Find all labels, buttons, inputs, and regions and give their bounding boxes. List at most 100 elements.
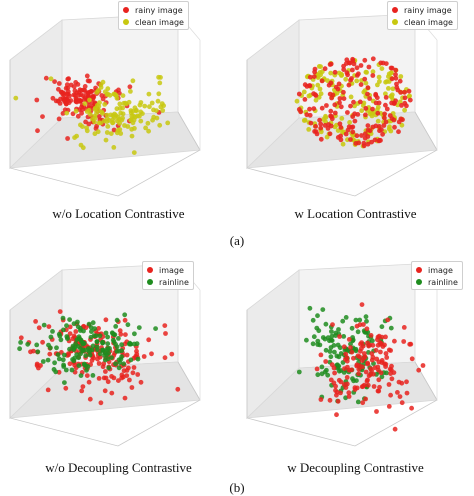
scatter-point: [356, 71, 361, 77]
scatter-point: [402, 95, 408, 101]
scatter-point: [383, 61, 389, 66]
scatter-point: [111, 145, 117, 150]
scatter-point: [109, 390, 115, 396]
scatter-point: [351, 61, 357, 67]
scatter-point: [365, 360, 370, 366]
scatter-point: [78, 373, 84, 378]
scatter-point: [373, 91, 379, 97]
scatter-point: [103, 137, 109, 143]
scatter-point: [327, 91, 333, 97]
scatter-point: [383, 351, 389, 356]
scatter-point: [379, 358, 385, 363]
scatter-point: [359, 302, 365, 307]
scatter-point: [319, 78, 325, 84]
scatter-point: [392, 426, 398, 432]
scatter-point: [121, 361, 127, 367]
scatter-point: [344, 61, 349, 66]
scatter-point: [384, 106, 390, 112]
scatter-point: [116, 378, 121, 383]
scatter-point: [319, 364, 325, 370]
panel-caption: w/o Decoupling Contrastive: [45, 460, 192, 475]
scatter-3d-plot: [8, 13, 201, 197]
scatter-point: [84, 367, 89, 373]
scatter-point: [329, 333, 335, 339]
scatter-point: [308, 120, 314, 126]
scatter-point: [355, 399, 361, 405]
scatter-point: [329, 114, 334, 119]
scatter-point: [332, 370, 337, 376]
scatter-point: [122, 395, 128, 401]
scatter-point: [416, 367, 422, 373]
scatter-point: [104, 130, 110, 135]
scatter-point: [296, 369, 302, 375]
scatter-point: [387, 124, 392, 130]
scatter-point: [101, 348, 106, 353]
scatter-point: [339, 116, 345, 121]
scatter-point: [130, 78, 136, 84]
scatter-point: [317, 342, 323, 348]
scatter-point: [64, 323, 69, 328]
scatter-point: [322, 66, 328, 72]
panel-caption: w Decoupling Contrastive: [287, 460, 424, 475]
scatter-point: [81, 361, 87, 367]
scatter-point: [304, 337, 309, 343]
scatter-point: [136, 325, 142, 330]
legend-marker: [123, 19, 129, 25]
scatter-point: [399, 400, 405, 406]
scatter-point: [364, 70, 369, 75]
legend-label: image: [428, 265, 453, 275]
scatter-point: [397, 78, 403, 84]
scatter-point: [103, 330, 109, 336]
scatter-point: [63, 385, 69, 391]
scatter-point: [104, 112, 110, 118]
scatter-point: [365, 141, 371, 147]
scatter-point: [35, 128, 40, 134]
scatter-point: [406, 88, 412, 94]
scatter-point: [370, 106, 375, 112]
scatter-point: [345, 127, 351, 133]
scatter-point: [311, 74, 317, 79]
legend-label: clean image: [404, 17, 453, 27]
scatter-point: [113, 341, 118, 347]
scatter-point: [100, 110, 105, 116]
scatter-point: [337, 96, 343, 101]
scatter-point: [315, 313, 320, 319]
scatter-point: [102, 357, 108, 363]
scatter-point: [380, 344, 386, 349]
scatter-point: [332, 349, 337, 355]
scatter-point: [363, 80, 369, 86]
scatter-point: [409, 356, 415, 362]
scatter-point: [353, 317, 359, 323]
scatter-point: [34, 342, 40, 348]
scatter-point: [81, 87, 86, 93]
scatter-point: [79, 388, 85, 394]
scatter-point: [117, 127, 123, 132]
scatter-point: [60, 315, 66, 321]
scatter-point: [388, 128, 394, 134]
scatter-point: [90, 320, 96, 326]
scatter-point: [40, 114, 45, 119]
scatter-point: [362, 131, 368, 137]
scatter-point: [383, 102, 388, 108]
scatter-point: [40, 359, 46, 364]
scatter-point: [48, 345, 53, 351]
scatter-point: [101, 361, 107, 367]
scatter-point: [344, 375, 350, 380]
scatter-point: [391, 117, 397, 123]
scatter-point: [114, 349, 120, 354]
scatter-point: [102, 102, 108, 107]
scatter-point: [359, 346, 364, 351]
scatter-point: [367, 96, 372, 101]
scatter-point: [124, 352, 130, 358]
scatter-point: [368, 333, 374, 338]
scatter-point: [90, 373, 96, 378]
scatter-point: [322, 369, 328, 375]
scatter-point: [50, 95, 56, 101]
scatter-point: [310, 317, 316, 323]
scatter-point: [375, 110, 381, 116]
scatter-point: [66, 76, 71, 82]
scatter-point: [92, 107, 98, 112]
scatter-point: [129, 385, 135, 390]
scatter-point: [320, 307, 326, 312]
scatter-point: [17, 346, 22, 352]
